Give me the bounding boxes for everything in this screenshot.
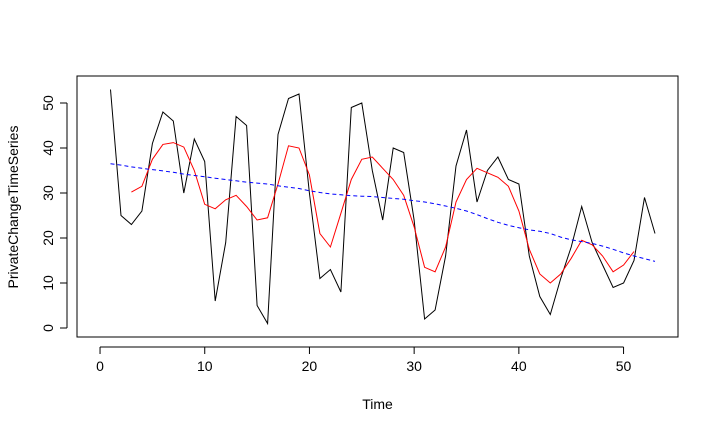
x-tick-label: 20 [302,358,318,374]
y-axis-label: PrivateChangeTimeSeries [5,126,21,289]
x-tick-label: 50 [616,358,632,374]
series-line-3 [110,163,656,262]
y-tick-label: 20 [40,230,56,246]
y-tick-label: 30 [40,185,56,201]
x-axis: 0 10 20 30 40 50 [96,346,632,374]
series-layer [110,89,656,326]
series-line-2 [131,142,635,284]
x-tick-label: 40 [511,358,527,374]
y-tick-label: 40 [40,140,56,156]
plot-frame [76,75,679,338]
y-tick-label: 10 [40,275,56,291]
series-line-1 [110,89,656,326]
y-tick-label: 50 [40,95,56,111]
x-tick-label: 30 [406,358,422,374]
x-tick-label: 0 [96,358,104,374]
y-tick-label: 0 [40,324,56,332]
x-tick-label: 10 [197,358,213,374]
y-axis: 0 10 20 30 40 50 [40,95,68,332]
x-axis-label: Time [362,396,393,412]
